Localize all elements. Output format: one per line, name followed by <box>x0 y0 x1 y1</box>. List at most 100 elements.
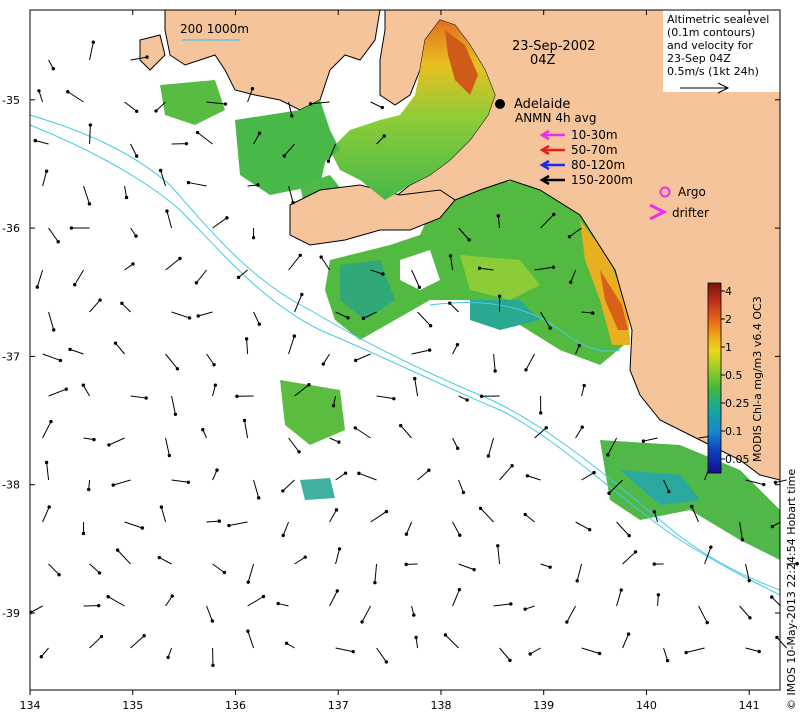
velocity-arrow-head <box>361 316 366 321</box>
velocity-arrow-head <box>569 280 573 284</box>
altimetry-line-2: (0.1m contours) <box>667 26 755 39</box>
velocity-arrow-head <box>303 555 307 559</box>
velocity-arrow-head <box>35 285 40 289</box>
velocity-arrow <box>283 143 295 157</box>
velocity-arrow <box>247 596 264 607</box>
axis-ticks: 134 135 136 137 138 139 140 141 -35 -36 -37 -38 -39 <box>2 10 780 712</box>
velocity-arrow <box>657 594 659 607</box>
velocity-arrow <box>244 420 249 439</box>
velocity-arrow <box>370 511 387 523</box>
velocity-arrow <box>188 182 207 187</box>
velocity-arrow <box>35 140 49 145</box>
lon-tick-label: 135 <box>122 699 143 712</box>
velocity-arrow <box>107 596 125 607</box>
velocity-arrow-head <box>33 138 38 143</box>
velocity-arrow <box>117 549 131 565</box>
velocity-arrow-head <box>236 275 241 280</box>
lat-tick-label: -36 <box>2 222 20 235</box>
velocity-arrow-head <box>357 471 361 476</box>
velocity-arrow <box>48 388 67 397</box>
velocity-arrow-head <box>142 634 146 638</box>
anmn-label-2: 80-120m <box>571 158 625 172</box>
velocity-arrow <box>771 596 781 607</box>
velocity-arrow <box>608 479 623 494</box>
velocity-arrow-head <box>96 603 101 608</box>
velocity-arrow-head <box>524 368 528 372</box>
colorbar-ticks: 4 2 1 0.5 0.25 0.1 0.05 <box>721 285 750 466</box>
velocity-arrow-head <box>384 509 389 514</box>
anmn-title: ANMN 4h avg <box>515 111 596 125</box>
velocity-arrow-head <box>66 90 70 94</box>
velocity-arrow <box>155 101 166 112</box>
plot-frame <box>29 9 781 691</box>
velocity-arrow-head <box>250 87 255 91</box>
velocity-arrow-head <box>319 255 323 259</box>
velocity-arrow-head <box>44 169 49 173</box>
velocity-arrow-head <box>72 283 77 287</box>
drifter-label: drifter <box>672 206 709 220</box>
velocity-arrow <box>253 132 260 145</box>
velocity-arrow <box>739 605 751 619</box>
velocity-arrow <box>42 171 48 187</box>
velocity-arrow-head <box>99 634 104 639</box>
velocity-arrow-head <box>134 234 138 238</box>
velocity-arrow-head <box>194 281 199 285</box>
velocity-arrow-head <box>39 655 44 659</box>
velocity-arrow <box>663 647 669 661</box>
velocity-arrow-head <box>346 316 350 320</box>
anmn-label-3: 150-200m <box>571 173 633 187</box>
velocity-arrow-head <box>627 533 631 538</box>
velocity-arrow-head <box>486 454 491 458</box>
velocity-arrow-head <box>211 663 215 668</box>
velocity-arrow-head <box>565 620 569 624</box>
velocity-arrow <box>698 605 708 623</box>
velocity-arrow-head <box>412 613 416 617</box>
velocity-arrow-head <box>307 383 311 387</box>
velocity-arrow-head <box>201 427 205 432</box>
velocity-arrow <box>540 311 551 329</box>
velocity-arrow <box>400 425 412 439</box>
lon-tick-label: 140 <box>636 699 657 712</box>
velocity-arrow-head <box>195 130 200 135</box>
velocity-arrow <box>83 185 90 205</box>
velocity-arrow-head <box>455 446 460 450</box>
velocity-arrow <box>198 311 213 317</box>
velocity-arrow-head <box>607 491 611 495</box>
lon-tick-label: 141 <box>739 699 760 712</box>
anmn-arrowhead-0 <box>539 129 550 141</box>
velocity-arrow <box>616 521 630 536</box>
velocity-arrow <box>414 378 419 397</box>
velocity-arrow-head <box>107 443 111 447</box>
velocity-arrow <box>417 311 431 327</box>
velocity-arrow <box>159 557 172 565</box>
velocity-arrow-head <box>292 334 297 338</box>
velocity-arrow-head <box>417 285 422 289</box>
velocity-arrow-head <box>448 301 452 305</box>
velocity-arrow-head <box>472 567 476 572</box>
velocity-arrow <box>42 506 50 523</box>
velocity-arrow-head <box>525 474 530 478</box>
velocity-arrow-head <box>276 601 280 606</box>
velocity-arrow-head <box>458 533 462 537</box>
velocity-arrow-head <box>111 483 115 487</box>
velocity-arrow <box>247 631 255 649</box>
velocity-arrow-head <box>120 301 124 306</box>
velocity-arrow <box>247 184 258 187</box>
velocity-arrow <box>89 563 100 574</box>
velocity-arrow-head <box>145 55 149 59</box>
velocity-arrow-head <box>158 168 163 173</box>
velocity-arrow-head <box>353 426 357 430</box>
velocity-arrow <box>294 556 306 565</box>
velocity-arrow <box>288 335 295 355</box>
velocity-arrow-head <box>56 240 60 244</box>
velocity-arrow-head <box>575 579 579 583</box>
argo-label: Argo <box>678 185 706 199</box>
velocity-arrow-head <box>115 548 120 552</box>
velocity-arrow-head <box>300 292 304 297</box>
velocity-arrow-head <box>509 602 513 606</box>
velocity-arrow-head <box>587 527 592 532</box>
velocity-arrow <box>493 603 511 607</box>
velocity-arrow-head <box>256 183 260 187</box>
velocity-arrow-head <box>98 298 102 302</box>
velocity-arrow <box>335 311 349 319</box>
